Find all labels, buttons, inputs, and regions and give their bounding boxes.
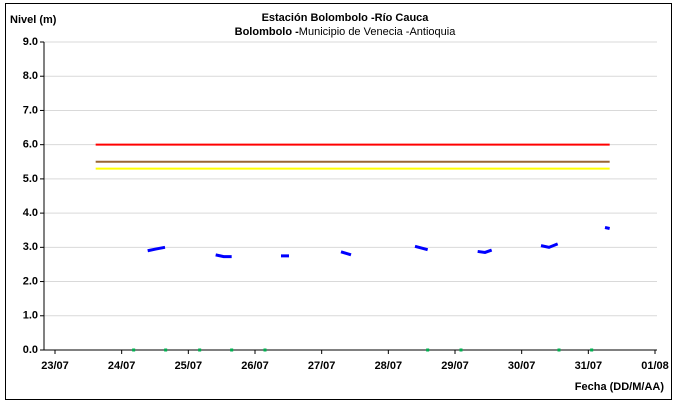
x-tick-label: 25/07: [175, 360, 203, 372]
x-tick-label: 01/08: [641, 360, 669, 372]
point: [590, 348, 594, 352]
y-axis-label: Nivel (m): [10, 14, 57, 26]
y-tick-label: 9.0: [23, 36, 38, 48]
x-tick-label: 31/07: [575, 360, 603, 372]
x-axis-label: Fecha (DD/M/AA): [575, 381, 665, 393]
y-tick-label: 5.0: [23, 173, 38, 185]
y-tick-label: 1.0: [23, 310, 38, 322]
chart-subtitle: Bolombolo -Municipio de Venecia -Antioqu…: [235, 26, 457, 38]
point: [426, 348, 430, 352]
y-tick-label: 7.0: [23, 104, 38, 116]
x-tick-label: 29/07: [441, 360, 469, 372]
x-tick-label: 28/07: [375, 360, 403, 372]
chart-title: Estación Bolombolo -Río Cauca: [262, 12, 430, 24]
y-tick-label: 6.0: [23, 139, 38, 151]
subtitle-bold: Bolombolo -: [235, 26, 299, 38]
y-tick-label: 2.0: [23, 275, 38, 287]
chart-border: [5, 3, 672, 400]
point: [557, 348, 561, 352]
point: [132, 348, 136, 352]
point: [164, 348, 168, 352]
x-tick-label: 27/07: [308, 360, 336, 372]
point: [198, 348, 202, 352]
x-tick-label: 24/07: [108, 360, 136, 372]
level-line: [147, 226, 610, 259]
x-tick-label: 26/07: [241, 360, 269, 372]
y-tick-label: 8.0: [23, 70, 38, 82]
y-tick-label: 3.0: [23, 241, 38, 253]
y-tick-label: 4.0: [23, 207, 38, 219]
point: [230, 348, 234, 352]
point: [263, 348, 267, 352]
point: [459, 348, 463, 352]
subtitle-rest: Municipio de Venecia -Antioquia: [299, 26, 456, 38]
x-tick-label: 23/07: [41, 360, 69, 372]
y-tick-label: 0.0: [23, 344, 38, 356]
x-tick-label: 30/07: [508, 360, 536, 372]
